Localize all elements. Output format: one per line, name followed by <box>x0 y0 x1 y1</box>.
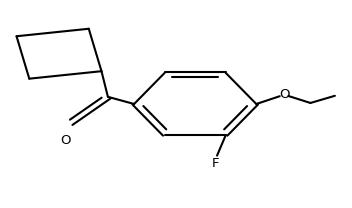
Text: O: O <box>61 134 71 147</box>
Text: F: F <box>212 157 219 170</box>
Text: O: O <box>279 88 289 101</box>
